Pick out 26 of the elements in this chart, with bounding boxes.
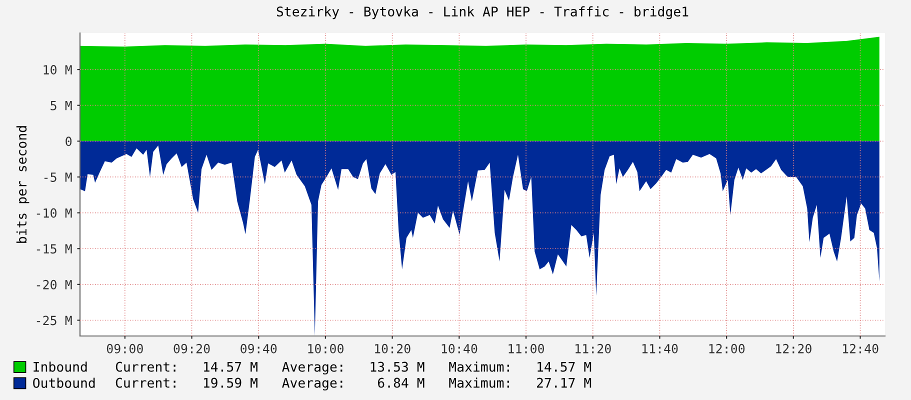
y-tick-label: 10 M — [44, 65, 72, 74]
x-tick-label: 11:40 — [642, 344, 678, 354]
y-tick-label: 0 — [66, 136, 72, 146]
text: Current: 14.57 M Average: 13.53 M Maximum: 14.57 M — [116, 362, 592, 374]
y-tick-label: 5 M — [50, 101, 72, 110]
x-tick-label: 09:40 — [240, 344, 277, 354]
x-tick-label: 09:20 — [174, 344, 210, 354]
x-tick-label: 10:40 — [442, 344, 478, 354]
y-axis-title: bits per second — [16, 126, 30, 243]
legend-label: Inbound — [34, 362, 87, 372]
y-tick-label: -10 M — [36, 208, 72, 218]
x-tick-label: 09:00 — [106, 344, 143, 354]
x-tick-label: 10:00 — [308, 344, 344, 354]
x-tick-label: 12:40 — [842, 344, 878, 354]
x-tick-label: 12:20 — [776, 344, 812, 354]
y-tick-label: -15 M — [36, 244, 72, 254]
y-tick-label: -25 M — [36, 316, 72, 326]
text: Current: 19.59 M Average: 6.84 M Maximum: 27.17 M — [116, 378, 592, 390]
x-tick-label: 12:00 — [709, 344, 745, 354]
chart-title: Stezirky - Bytovka - Link AP HEP - Traffic - bridge1 — [276, 6, 688, 20]
y-tick-label: -20 M — [36, 280, 72, 290]
legend-label: Outbound — [33, 378, 95, 388]
y-tick-label: -5 M — [44, 172, 72, 182]
x-tick-label: 11:20 — [576, 344, 611, 354]
x-tick-label: 10:20 — [375, 344, 410, 354]
x-tick-label: 11:00 — [508, 344, 544, 354]
